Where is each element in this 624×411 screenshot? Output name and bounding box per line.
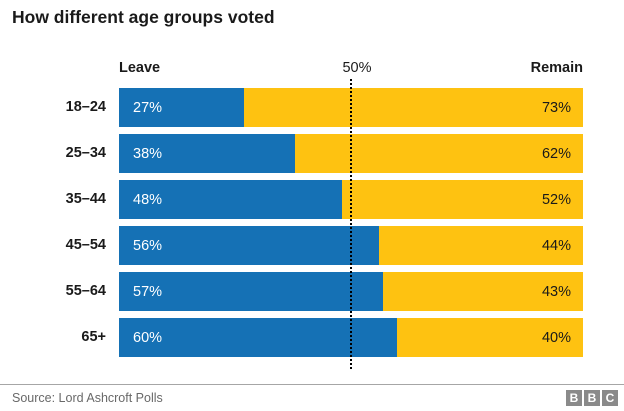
leave-value-label: 27%	[133, 99, 163, 116]
leave-value-label: 38%	[133, 145, 163, 162]
stacked-bar: 38% 62%	[119, 134, 583, 173]
remain-bar-segment: 52%	[341, 180, 583, 219]
remain-bar-segment: 62%	[295, 134, 583, 173]
source-label: Source: Lord Ashcroft Polls	[12, 391, 163, 405]
leave-value-label: 48%	[133, 191, 163, 208]
remain-column-header: Remain	[530, 60, 583, 76]
leave-bar-segment: 38%	[119, 134, 296, 173]
age-group-row: 25–34 38% 62%	[0, 134, 583, 173]
stacked-bar: 57% 43%	[119, 272, 583, 311]
stacked-bar: 27% 73%	[119, 88, 583, 127]
age-group-label: 25–34	[65, 145, 106, 161]
age-group-label: 65+	[81, 329, 106, 345]
remain-bar-segment: 43%	[383, 272, 583, 311]
remain-value-label: 62%	[541, 145, 571, 162]
leave-value-label: 60%	[133, 329, 163, 346]
fifty-percent-reference-line	[350, 79, 352, 370]
age-group-label: 55–64	[65, 283, 106, 299]
remain-value-label: 43%	[541, 283, 571, 300]
bar-chart: 18–24 27% 73% 25–34 38% 62% 35–44 48% 52% 45–54 56…	[0, 88, 583, 364]
age-group-row: 35–44 48% 52%	[0, 180, 583, 219]
leave-bar-segment: 27%	[119, 88, 245, 127]
leave-bar-segment: 48%	[119, 180, 342, 219]
remain-value-label: 40%	[541, 329, 571, 346]
remain-bar-segment: 73%	[244, 88, 583, 127]
age-group-label: 35–44	[65, 191, 106, 207]
leave-bar-segment: 60%	[119, 318, 398, 357]
age-group-label: 18–24	[65, 99, 106, 115]
remain-bar-segment: 44%	[378, 226, 583, 265]
leave-value-label: 57%	[133, 283, 163, 300]
stacked-bar: 56% 44%	[119, 226, 583, 265]
fifty-percent-label: 50%	[342, 60, 372, 76]
remain-value-label: 73%	[541, 99, 571, 116]
chart-title: How different age groups voted	[12, 7, 275, 27]
remain-bar-segment: 40%	[397, 318, 583, 357]
age-group-row: 18–24 27% 73%	[0, 88, 583, 127]
leave-value-label: 56%	[133, 237, 163, 254]
remain-value-label: 52%	[541, 191, 571, 208]
age-group-row: 65+ 60% 40%	[0, 318, 583, 357]
bbc-logo-block: C	[602, 390, 618, 406]
leave-bar-segment: 56%	[119, 226, 379, 265]
age-group-row: 55–64 57% 43%	[0, 272, 583, 311]
leave-bar-segment: 57%	[119, 272, 384, 311]
bbc-logo-block: B	[566, 390, 582, 406]
age-group-label: 45–54	[65, 237, 106, 253]
stacked-bar: 48% 52%	[119, 180, 583, 219]
remain-value-label: 44%	[541, 237, 571, 254]
footer-divider	[0, 384, 624, 385]
bbc-logo-block: B	[584, 390, 600, 406]
leave-column-header: Leave	[119, 60, 161, 76]
age-group-row: 45–54 56% 44%	[0, 226, 583, 265]
